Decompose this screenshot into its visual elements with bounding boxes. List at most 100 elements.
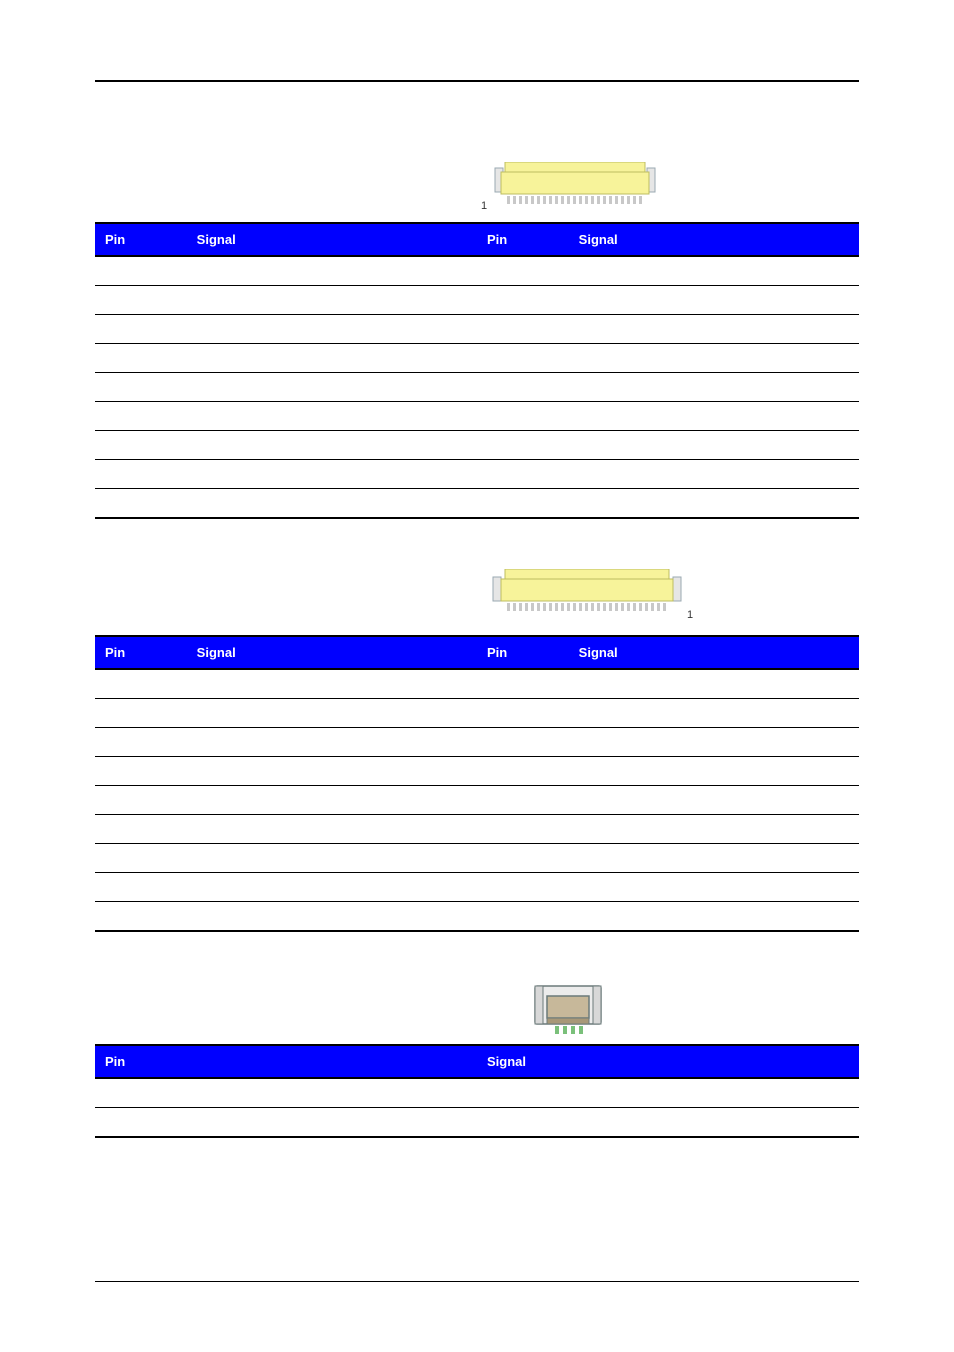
table-row: [95, 431, 859, 460]
table-cell: [477, 902, 569, 932]
table-cell: [569, 431, 859, 460]
table-cell: [477, 256, 569, 286]
table-row: [95, 460, 859, 489]
table-cell: [477, 1108, 859, 1138]
th-pin-2b: Pin: [477, 636, 569, 669]
table-cell: [95, 669, 187, 699]
table-row: [95, 1078, 859, 1108]
th-pin-1a: Pin: [95, 223, 187, 256]
table-cell: [187, 460, 477, 489]
table-row: [95, 873, 859, 902]
table-cell: [95, 344, 187, 373]
table-cell: [187, 902, 477, 932]
table-cell: [569, 786, 859, 815]
th-sig-1b: Signal: [569, 223, 859, 256]
table-cell: [95, 256, 187, 286]
table-cell: [187, 344, 477, 373]
pin-table-1: Pin Signal Pin Signal: [95, 222, 859, 519]
table-cell: [95, 902, 187, 932]
table-cell: [187, 286, 477, 315]
table-cell: [187, 815, 477, 844]
table-cell: [569, 669, 859, 699]
table-cell: [187, 315, 477, 344]
pin1-label-1: 1: [481, 200, 487, 212]
table-cell: [95, 460, 187, 489]
table-cell: [569, 902, 859, 932]
table-cell: [95, 728, 187, 757]
table-row: [95, 402, 859, 431]
pin-table-2: Pin Signal Pin Signal: [95, 635, 859, 932]
table-cell: [477, 1078, 859, 1108]
table-row: [95, 757, 859, 786]
table-cell: [569, 728, 859, 757]
table-cell: [187, 489, 477, 519]
table-cell: [187, 844, 477, 873]
th-sig-1a: Signal: [187, 223, 477, 256]
table-cell: [477, 699, 569, 728]
table-row: [95, 315, 859, 344]
table-cell: [477, 669, 569, 699]
table-cell: [95, 373, 187, 402]
table-cell: [569, 315, 859, 344]
table-cell: [187, 669, 477, 699]
table-row: [95, 286, 859, 315]
th-sig-3: Signal: [477, 1045, 859, 1078]
table-cell: [477, 286, 569, 315]
th-pin-2a: Pin: [95, 636, 187, 669]
table-cell: [95, 402, 187, 431]
table-cell: [477, 315, 569, 344]
table-cell: [187, 373, 477, 402]
top-rule: [95, 80, 859, 82]
table-cell: [477, 431, 569, 460]
table-cell: [95, 315, 187, 344]
bottom-rule: [95, 1281, 859, 1282]
table-cell: [477, 757, 569, 786]
table-cell: [95, 699, 187, 728]
pinN-label-2: 1: [687, 609, 693, 621]
section-1: 1 Pin Signal Pin Signal: [95, 162, 859, 519]
pin-table-3: Pin Signal: [95, 1044, 859, 1138]
table-cell: [95, 1078, 477, 1108]
table-cell: [187, 757, 477, 786]
connector-image-1-wrap: 1: [95, 162, 859, 216]
table-cell: [569, 256, 859, 286]
table-cell: [95, 757, 187, 786]
table-row: [95, 1108, 859, 1138]
table-cell: [95, 873, 187, 902]
table-cell: [187, 256, 477, 286]
table-cell: [95, 844, 187, 873]
table-cell: [477, 489, 569, 519]
table-cell: [569, 344, 859, 373]
table-cell: [477, 786, 569, 815]
table-row: [95, 373, 859, 402]
table-cell: [187, 699, 477, 728]
table-cell: [477, 728, 569, 757]
table-row: [95, 344, 859, 373]
table-row: [95, 489, 859, 519]
table-row: [95, 815, 859, 844]
table-cell: [95, 786, 187, 815]
table-cell: [477, 815, 569, 844]
table-cell: [569, 873, 859, 902]
table-row: [95, 786, 859, 815]
table-cell: [187, 786, 477, 815]
table-cell: [569, 757, 859, 786]
table-cell: [477, 844, 569, 873]
table-cell: [187, 728, 477, 757]
connector-image-3-wrap: [95, 982, 859, 1038]
connector-image-2-wrap: 1: [95, 569, 859, 629]
table-cell: [477, 402, 569, 431]
table-cell: [187, 431, 477, 460]
table-cell: [187, 402, 477, 431]
table-cell: [569, 460, 859, 489]
table-cell: [477, 373, 569, 402]
table-row: [95, 699, 859, 728]
table-row: [95, 844, 859, 873]
th-sig-2b: Signal: [569, 636, 859, 669]
table-cell: [569, 815, 859, 844]
th-pin-1b: Pin: [477, 223, 569, 256]
table-cell: [569, 699, 859, 728]
table-cell: [569, 373, 859, 402]
table-cell: [569, 489, 859, 519]
table-cell: [569, 844, 859, 873]
